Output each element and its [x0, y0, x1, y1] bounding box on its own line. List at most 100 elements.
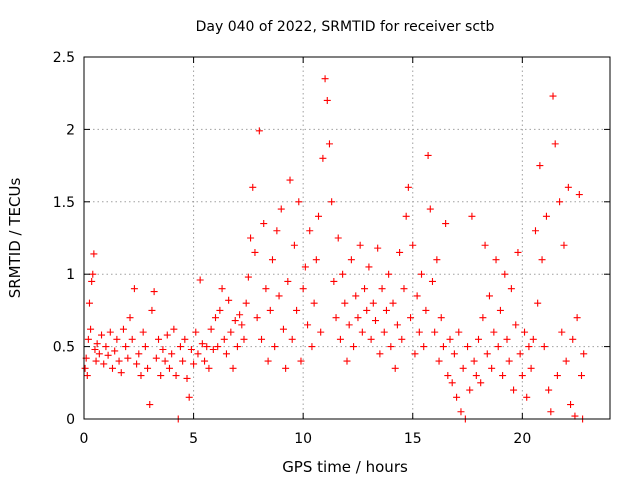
data-point [137, 372, 145, 380]
data-point [525, 343, 533, 351]
data-point [214, 343, 222, 351]
data-point [475, 335, 482, 343]
data-point [141, 343, 149, 351]
data-point [102, 343, 110, 351]
data-point [336, 335, 344, 343]
data-point [343, 357, 351, 365]
data-point [168, 350, 176, 358]
data-point [494, 343, 502, 351]
data-point [547, 408, 555, 416]
data-point [433, 256, 441, 264]
data-point [424, 151, 432, 159]
data-point [83, 372, 91, 380]
data-point [115, 357, 123, 365]
data-point [317, 328, 325, 336]
data-point [564, 183, 572, 191]
data-point [201, 357, 209, 365]
data-point [529, 335, 537, 343]
data-point [290, 241, 298, 249]
data-point [523, 393, 531, 401]
data-point [334, 234, 342, 242]
x-tick-label: 0 [80, 431, 89, 447]
data-point [499, 372, 507, 380]
data-point [279, 325, 287, 333]
data-point [442, 220, 450, 228]
data-point [459, 364, 467, 372]
data-point [273, 227, 281, 235]
data-point [560, 241, 568, 249]
data-point [282, 364, 290, 372]
data-point [328, 198, 336, 206]
data-point [347, 256, 355, 264]
data-point [470, 357, 478, 365]
data-points [81, 75, 588, 423]
data-point [295, 198, 303, 206]
data-point [268, 256, 276, 264]
data-point [85, 299, 93, 307]
data-point [382, 306, 390, 314]
data-point [501, 270, 509, 278]
data-point [536, 162, 544, 170]
x-tick-label: 5 [189, 431, 198, 447]
data-point [310, 299, 318, 307]
data-point [159, 345, 167, 353]
data-point [124, 354, 132, 362]
data-point [122, 343, 130, 351]
data-point [209, 345, 217, 353]
chart-title: Day 040 of 2022, SRMTID for receiver sct… [196, 19, 495, 35]
data-point [578, 372, 586, 380]
data-point [345, 321, 353, 329]
data-point [545, 386, 553, 394]
data-point [481, 241, 489, 249]
data-point [146, 401, 154, 409]
data-point [371, 317, 379, 325]
data-point [157, 372, 165, 380]
data-point [247, 234, 255, 242]
data-point [361, 285, 369, 293]
data-point [378, 285, 386, 293]
data-point [196, 276, 204, 284]
data-point [492, 256, 500, 264]
data-point [422, 306, 430, 314]
data-point [439, 343, 447, 351]
data-point [297, 357, 305, 365]
data-point [218, 285, 226, 293]
data-point [411, 350, 419, 358]
data-point [264, 357, 272, 365]
data-point [477, 379, 485, 387]
data-point [332, 314, 340, 322]
data-point [569, 335, 577, 343]
data-point [190, 360, 198, 368]
data-point [231, 317, 239, 325]
data-point [91, 345, 99, 353]
data-point [172, 372, 180, 380]
data-point [212, 314, 219, 322]
data-point [306, 227, 314, 235]
data-point [98, 331, 106, 339]
data-point [580, 350, 588, 358]
data-point [567, 401, 575, 409]
data-point [551, 140, 559, 148]
data-point [135, 350, 143, 358]
data-point [315, 212, 323, 220]
data-point [341, 299, 349, 307]
x-tick-label: 15 [404, 431, 422, 447]
data-point [540, 343, 548, 351]
data-point [108, 364, 116, 372]
data-point [207, 325, 215, 333]
data-point [575, 191, 583, 199]
data-point [365, 263, 373, 271]
data-point [266, 306, 274, 314]
data-point [299, 285, 307, 293]
data-point [84, 335, 92, 343]
axis-ticks: 0 0.5 1 1.5 2 2.5 0 5 10 15 20 [53, 50, 610, 447]
data-point [321, 75, 329, 83]
data-point [216, 306, 224, 314]
data-point [244, 273, 252, 281]
data-point [89, 270, 97, 278]
data-point [400, 285, 408, 293]
data-point [194, 350, 202, 358]
data-point [450, 350, 458, 358]
data-point [562, 357, 570, 365]
